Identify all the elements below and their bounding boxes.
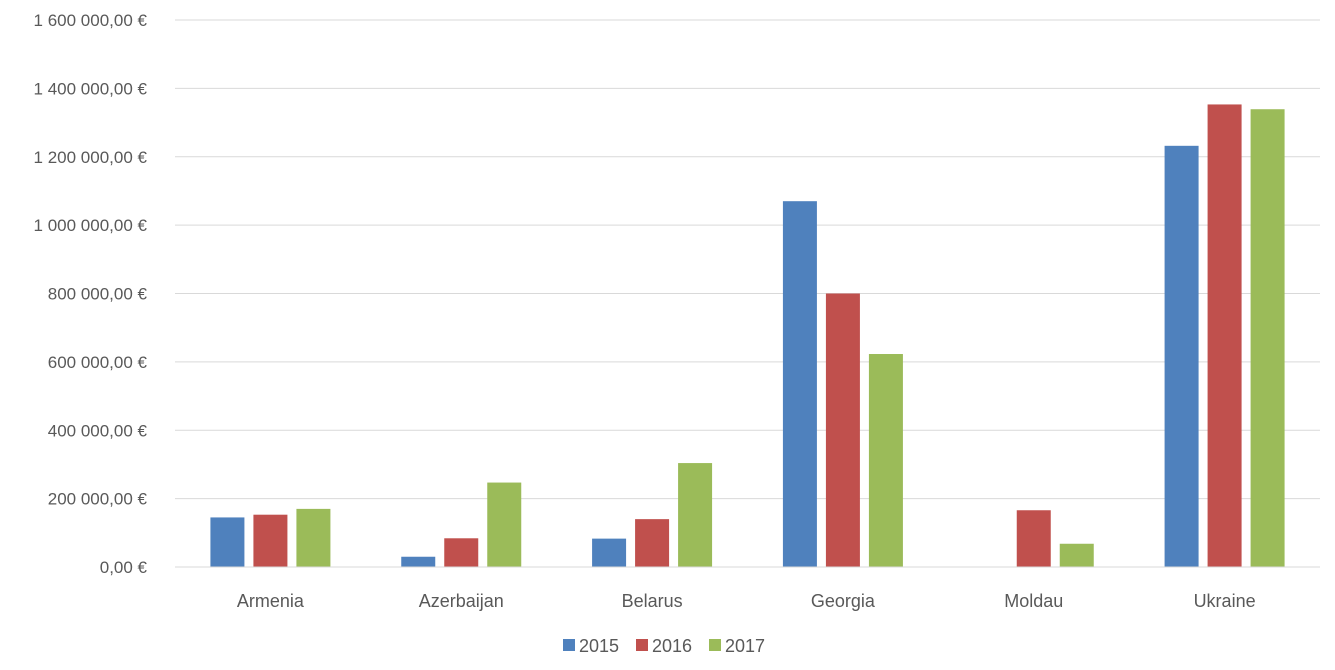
x-category-label: Azerbaijan xyxy=(419,591,504,611)
bar-ukraine-2016 xyxy=(1207,104,1242,568)
y-tick-label: 200 000,00 € xyxy=(48,490,148,509)
legend-label: 2017 xyxy=(725,636,765,656)
bar-belarus-2016 xyxy=(635,519,670,567)
y-tick-label: 800 000,00 € xyxy=(48,285,148,304)
legend-swatch-2017 xyxy=(709,639,721,651)
bar-moldau-2016 xyxy=(1016,510,1051,567)
bars xyxy=(210,104,1285,568)
y-tick-label: 400 000,00 € xyxy=(48,421,148,440)
y-tick-label: 1 400 000,00 € xyxy=(34,79,148,98)
gridlines xyxy=(175,19,1320,500)
bar-ukraine-2017 xyxy=(1250,109,1285,568)
bar-moldau-2017 xyxy=(1059,543,1094,567)
bar-georgia-2016 xyxy=(825,293,860,567)
bar-armenia-2016 xyxy=(253,514,288,567)
x-category-label: Belarus xyxy=(622,591,683,611)
legend-swatch-2015 xyxy=(563,639,575,651)
bar-azerbaijan-2016 xyxy=(444,538,479,567)
bar-armenia-2017 xyxy=(296,508,331,567)
bar-belarus-2017 xyxy=(678,463,713,567)
x-category-label: Georgia xyxy=(811,591,876,611)
bar-azerbaijan-2017 xyxy=(487,482,522,567)
y-tick-label: 600 000,00 € xyxy=(48,353,148,372)
legend-label: 2016 xyxy=(652,636,692,656)
bar-ukraine-2015 xyxy=(1164,145,1199,567)
bar-georgia-2015 xyxy=(782,201,817,567)
legend: 2015 2016 2017 xyxy=(563,636,765,656)
x-category-label: Ukraine xyxy=(1194,591,1256,611)
y-tick-label: 1 000 000,00 € xyxy=(34,216,148,235)
bar-belarus-2015 xyxy=(592,538,627,567)
bar-georgia-2017 xyxy=(868,354,903,567)
legend-label: 2015 xyxy=(579,636,619,656)
legend-swatch-2016 xyxy=(636,639,648,651)
bar-azerbaijan-2015 xyxy=(401,556,436,567)
y-tick-label: 1 200 000,00 € xyxy=(34,148,148,167)
y-tick-label: 0,00 € xyxy=(100,558,148,577)
y-tick-label: 1 600 000,00 € xyxy=(34,11,148,30)
x-category-label: Moldau xyxy=(1004,591,1063,611)
y-axis-tick-labels: 0,00 € 200 000,00 € 400 000,00 € 600 000,00… xyxy=(34,11,148,577)
bar-armenia-2015 xyxy=(210,517,245,567)
x-category-label: Armenia xyxy=(237,591,305,611)
x-axis-category-labels: Armenia Azerbaijan Belarus Georgia Moldau Ukr… xyxy=(237,591,1256,611)
